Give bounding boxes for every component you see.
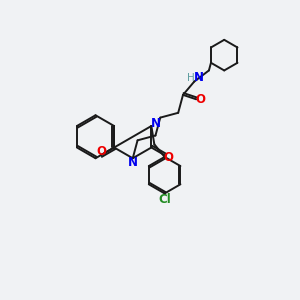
Text: O: O	[196, 93, 206, 106]
Text: O: O	[163, 151, 173, 164]
Text: N: N	[151, 117, 160, 130]
Text: Cl: Cl	[158, 194, 171, 206]
Text: O: O	[96, 145, 106, 158]
Text: H: H	[187, 73, 194, 82]
Text: N: N	[128, 157, 138, 169]
Text: N: N	[194, 71, 204, 84]
